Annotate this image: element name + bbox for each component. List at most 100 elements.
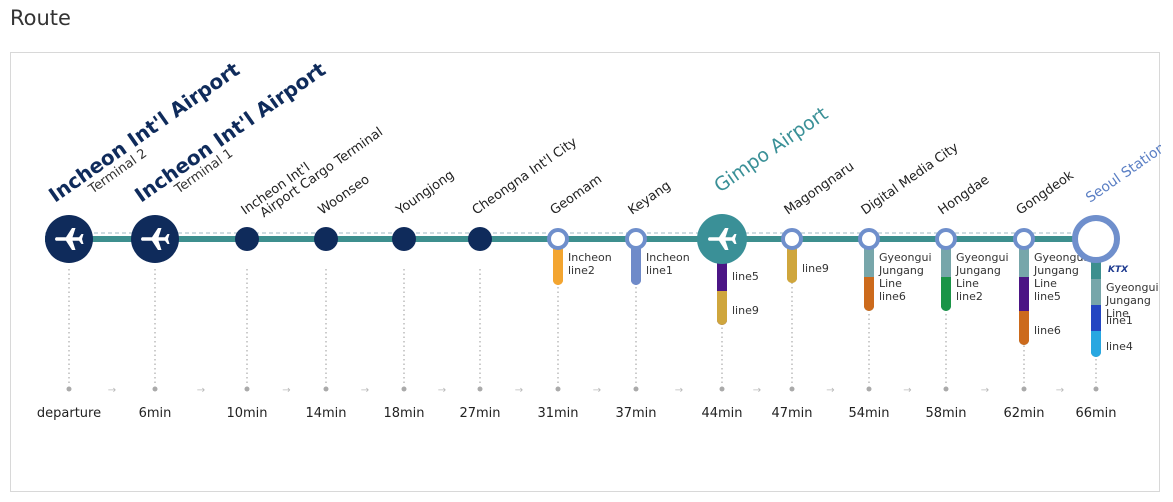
station-name-group: Hongdae (936, 172, 992, 218)
travel-time: 66min (1075, 406, 1116, 421)
line-label: line9 (732, 304, 759, 317)
line-color-segment (1091, 331, 1101, 353)
line-label: line9 (802, 262, 829, 275)
interchange-group: Incheon line2 (553, 243, 612, 285)
line-color-segment (1019, 311, 1029, 341)
travel-time: 14min (305, 406, 346, 421)
line-label: Incheon line2 (568, 251, 612, 277)
time-arrow: → (108, 385, 116, 396)
time-arrow: → (282, 385, 290, 396)
station-name-group: Youngjong (393, 168, 457, 219)
station-marker-transfer (547, 228, 569, 250)
travel-time: departure (37, 406, 101, 421)
line-bar-end (787, 273, 797, 283)
travel-time: 47min (771, 406, 812, 421)
line-color-segment (717, 257, 727, 291)
line-label: line6 (879, 290, 906, 303)
station-name: Magongnaru (782, 159, 858, 218)
line-bar-end (553, 275, 563, 285)
plane-icon (708, 228, 737, 250)
travel-time: 31min (537, 406, 578, 421)
travel-time: 27min (459, 406, 500, 421)
station-marker-transfer (625, 228, 647, 250)
time-arrow: → (675, 385, 683, 396)
line-bar-end (1019, 335, 1029, 345)
station-label: Geomam (548, 172, 605, 218)
time-arrow: → (593, 385, 601, 396)
station-label: Hongdae (936, 172, 992, 218)
station-name-group: Seoul Station (1083, 140, 1161, 206)
travel-time: 18min (383, 406, 424, 421)
station-name-group: Gongdeok (1014, 168, 1077, 219)
station-label: Keyang (626, 178, 674, 218)
station-marker-transfer (1013, 228, 1035, 250)
station-name: Geomam (548, 172, 605, 218)
time-dot (555, 386, 561, 392)
station-label: Seoul Station (1083, 140, 1161, 206)
line-label: line1 (1106, 314, 1133, 327)
time-dot (789, 386, 795, 392)
line-bar-end (1091, 347, 1101, 357)
route-panel: Incheon line2 Incheon line1 line5 line9 line9 G… (10, 52, 1161, 492)
line-label: Incheon line1 (646, 251, 690, 277)
line-label: line4 (1106, 340, 1133, 353)
time-dot (401, 386, 407, 392)
time-arrow: → (903, 385, 911, 396)
time-arrow: → (1056, 385, 1064, 396)
time-dot (244, 386, 250, 392)
interchange-group: line5 line9 (717, 251, 759, 325)
page-title: Route (10, 6, 71, 30)
station-marker-transfer (858, 228, 880, 250)
station-marker-transfer (781, 228, 803, 250)
travel-time: 44min (701, 406, 742, 421)
travel-time: 6min (139, 406, 172, 421)
line-label: Gyeongui Jungang Line (1033, 251, 1087, 290)
line-color-segment (1091, 279, 1101, 305)
station-marker (235, 227, 259, 251)
station-marker (468, 227, 492, 251)
travel-time: 37min (615, 406, 656, 421)
station-name: Youngjong (393, 168, 457, 219)
station-name-group: Geomam (548, 172, 605, 218)
line-label: Gyeongui Jungang Line (1105, 281, 1159, 320)
station-name: Gongdeok (1014, 168, 1077, 219)
line-color-segment (941, 249, 951, 277)
station-name: Hongdae (936, 172, 992, 218)
line-color-segment (1019, 249, 1029, 277)
line-color-segment (1091, 305, 1101, 331)
station-name: Seoul Station (1083, 140, 1161, 206)
time-dot (323, 386, 329, 392)
line-label: line5 (1034, 290, 1061, 303)
line-label: Gyeongui Jungang Line (878, 251, 932, 290)
time-dot (1093, 386, 1099, 392)
plane-icon (55, 228, 84, 250)
station-label: Gongdeok (1014, 168, 1077, 219)
time-arrow: → (361, 385, 369, 396)
time-dot (719, 386, 725, 392)
line-label: line5 (732, 270, 759, 283)
line-label: line2 (956, 290, 983, 303)
line-color-segment (717, 291, 727, 321)
station-name: Keyang (626, 178, 674, 218)
line-color-segment (631, 249, 641, 281)
time-arrow: → (981, 385, 989, 396)
time-arrow: → (753, 385, 761, 396)
station-marker-terminal (1072, 215, 1120, 263)
station-marker (314, 227, 338, 251)
interchange-group: line9 (787, 243, 829, 283)
travel-time: 10min (226, 406, 267, 421)
time-arrow: → (438, 385, 446, 396)
line-label: Gyeongui Jungang Line (955, 251, 1009, 290)
interchange-group: Incheon line1 (631, 243, 690, 285)
travel-time: 54min (848, 406, 889, 421)
time-dot (152, 386, 158, 392)
line-bar-end (941, 301, 951, 311)
line-label: line6 (1034, 324, 1061, 337)
line-color-segment (787, 249, 797, 279)
route-diagram: Incheon line2 Incheon line1 line5 line9 line9 G… (37, 57, 1161, 421)
